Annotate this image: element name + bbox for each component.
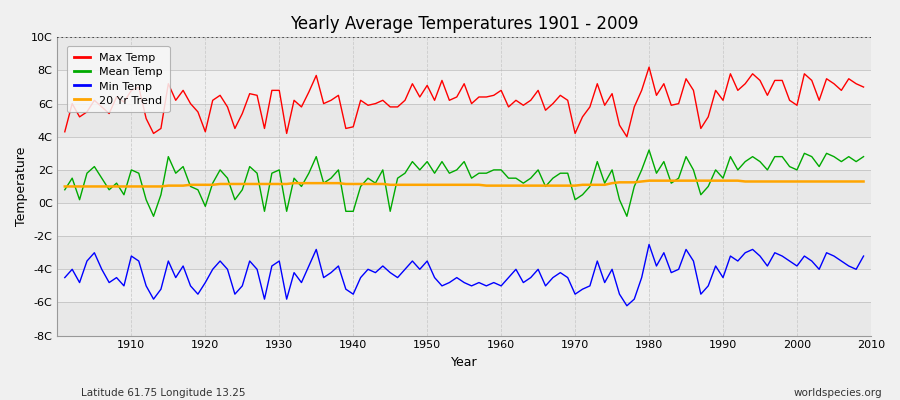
Bar — [58, 37, 871, 70]
Bar — [58, 269, 871, 302]
Text: worldspecies.org: worldspecies.org — [794, 388, 882, 398]
Bar — [58, 203, 871, 236]
X-axis label: Year: Year — [451, 356, 478, 369]
Bar — [58, 302, 871, 336]
Bar — [58, 104, 871, 137]
Bar — [58, 170, 871, 203]
Bar — [58, 236, 871, 269]
Bar — [58, 70, 871, 104]
Title: Yearly Average Temperatures 1901 - 2009: Yearly Average Temperatures 1901 - 2009 — [290, 15, 638, 33]
Legend: Max Temp, Mean Temp, Min Temp, 20 Yr Trend: Max Temp, Mean Temp, Min Temp, 20 Yr Tre… — [67, 46, 169, 112]
Bar — [58, 137, 871, 170]
Text: Latitude 61.75 Longitude 13.25: Latitude 61.75 Longitude 13.25 — [81, 388, 246, 398]
Y-axis label: Temperature: Temperature — [15, 147, 28, 226]
